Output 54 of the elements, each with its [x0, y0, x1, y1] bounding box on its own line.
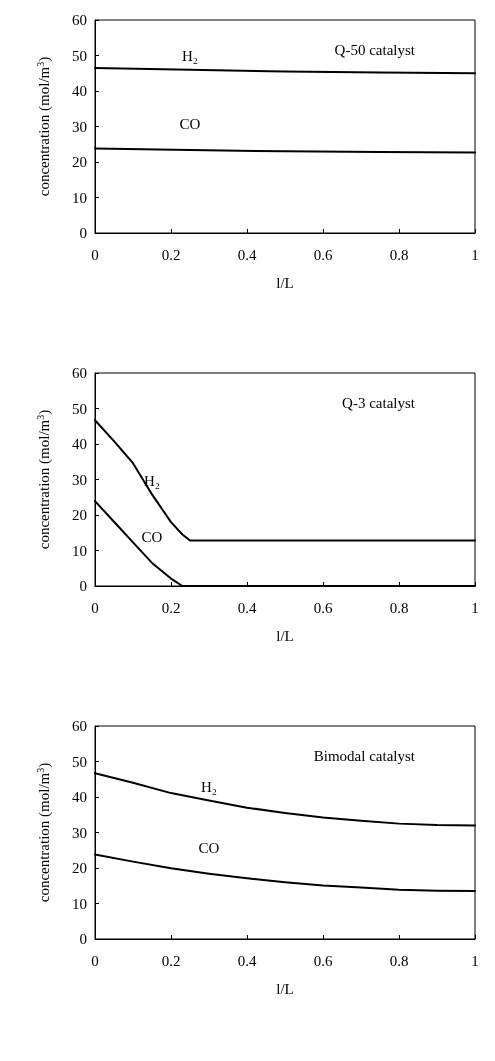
x-tick-label: 0.6 [313, 599, 333, 616]
y-tick-label: 0 [79, 225, 87, 241]
annotation: Q-50 catalyst [334, 41, 416, 58]
y-tick-label: 40 [72, 789, 87, 805]
x-tick-label: 0.6 [313, 952, 333, 969]
x-tick-label: 1 [471, 952, 479, 969]
x-tick-label: 0.8 [389, 952, 409, 969]
x-tick-label: 0 [91, 952, 99, 969]
x-tick-label: 0.2 [161, 952, 181, 969]
series-label: CO [141, 529, 163, 546]
x-tick-label: 0.6 [313, 246, 333, 263]
x-tick-label: 0.4 [237, 952, 257, 969]
y-tick-label: 50 [72, 400, 87, 417]
x-tick-label: 1 [471, 246, 479, 263]
y-tick-label: 20 [72, 860, 87, 876]
series-label: H₂ [143, 472, 161, 489]
x-axis-title: l/L [276, 980, 294, 997]
y-tick-label: 0 [79, 931, 87, 947]
series-label: H₂ [181, 48, 199, 65]
y-tick-label: 50 [72, 753, 87, 770]
y-tick-label: 10 [72, 895, 87, 912]
y-tick-label: 0 [79, 578, 87, 594]
y-axis-title: concentration (mol/m3) [34, 409, 53, 550]
y-tick-label: 20 [72, 507, 87, 523]
x-tick-label: 0.8 [389, 599, 409, 616]
x-tick-label: 0 [91, 246, 99, 263]
y-tick-label: 30 [72, 118, 87, 135]
y-tick-label: 60 [72, 365, 87, 381]
y-tick-label: 40 [72, 436, 87, 452]
x-tick-label: 0.2 [161, 599, 181, 616]
y-axis-title: concentration (mol/m3) [34, 56, 53, 197]
x-tick-label: 0.8 [389, 246, 409, 263]
y-tick-label: 10 [72, 189, 87, 206]
y-tick-label: 60 [72, 718, 87, 734]
x-tick-label: 0.4 [237, 246, 257, 263]
annotation: Q-3 catalyst [342, 394, 416, 411]
x-tick-label: 0.4 [237, 599, 257, 616]
series-label: CO [179, 116, 201, 133]
y-tick-label: 10 [72, 542, 87, 559]
x-tick-label: 1 [471, 599, 479, 616]
y-tick-label: 50 [72, 47, 87, 64]
y-tick-label: 40 [72, 83, 87, 99]
y-tick-label: 20 [72, 154, 87, 170]
series-label: CO [198, 840, 220, 857]
x-tick-label: 0 [91, 599, 99, 616]
y-tick-label: 60 [72, 12, 87, 28]
y-axis-title: concentration (mol/m3) [34, 762, 53, 903]
x-axis-title: l/L [276, 274, 294, 291]
annotation: Bimodal catalyst [313, 747, 416, 764]
x-tick-label: 0.2 [161, 246, 181, 263]
series-label: H₂ [200, 779, 218, 796]
y-tick-label: 30 [72, 824, 87, 841]
x-axis-title: l/L [276, 627, 294, 644]
y-tick-label: 30 [72, 471, 87, 488]
